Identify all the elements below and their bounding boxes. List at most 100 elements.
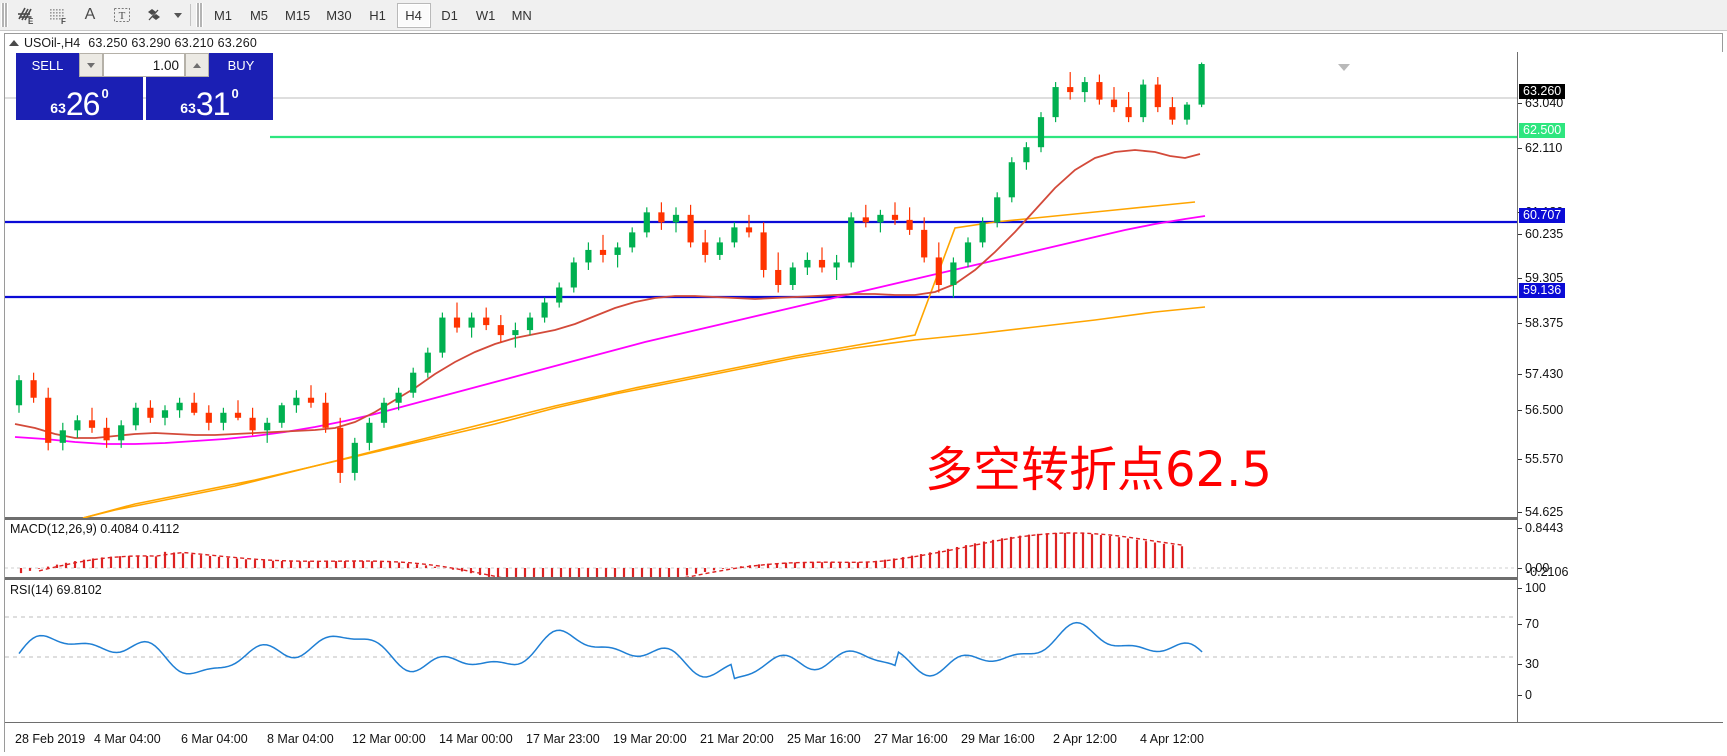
candle-body xyxy=(468,317,475,328)
macd-tick-label: -0.2106 xyxy=(1526,565,1569,579)
chart-ohlc-label: 63.250 63.290 63.210 63.260 xyxy=(88,36,258,50)
price-tick-label: 59.305 xyxy=(1525,271,1564,285)
candle-body xyxy=(935,257,942,285)
candle-body xyxy=(716,242,723,255)
candle-body xyxy=(351,442,358,473)
timeframe-h4[interactable]: H4 xyxy=(396,2,431,28)
timeframe-m5[interactable]: M5 xyxy=(249,7,269,23)
text-object-icon[interactable]: T xyxy=(106,2,138,28)
candle-body xyxy=(964,242,972,263)
timeframe-h1[interactable]: H1 xyxy=(369,7,386,23)
price-pane[interactable]: 多空转折点62.5 xyxy=(5,52,1517,518)
candle-body xyxy=(176,402,183,411)
sell-button[interactable]: SELL xyxy=(16,53,79,77)
candle-body xyxy=(88,420,96,428)
candle-body xyxy=(380,402,388,423)
candle-body xyxy=(1110,99,1118,108)
price-tick: 59.305 xyxy=(1518,271,1563,285)
time-label: 4 Apr 12:00 xyxy=(1140,732,1204,746)
candle-body xyxy=(672,214,680,223)
candle-body xyxy=(1154,84,1161,108)
candle-body xyxy=(789,267,796,285)
timeframe-w1[interactable]: W1 xyxy=(475,7,496,23)
candle-body xyxy=(161,410,169,418)
timeframe-d1[interactable]: D1 xyxy=(441,7,458,23)
sell-price-display[interactable]: 63 26 0 xyxy=(16,77,143,120)
timeframe-grip[interactable] xyxy=(196,3,203,27)
candle-body xyxy=(1096,82,1103,100)
price-scale[interactable]: 63.040 62.110 61.180 60.235 59.305 58.37… xyxy=(1517,52,1723,722)
candle-body xyxy=(1008,162,1015,198)
timeframe-m30[interactable]: M30 xyxy=(326,7,352,23)
chart-window: USOil-,H4 63.250 63.290 63.210 63.260 xyxy=(4,33,1723,752)
price-tick-label: 57.430 xyxy=(1525,367,1564,381)
candle-body xyxy=(337,427,344,473)
time-label: 14 Mar 00:00 xyxy=(439,732,513,746)
time-scale[interactable]: 28 Feb 2019 4 Mar 04:00 6 Mar 04:00 8 Ma… xyxy=(5,722,1723,752)
candle-body xyxy=(1198,64,1205,105)
svg-text:T: T xyxy=(119,10,126,22)
volume-input[interactable]: 1.00 xyxy=(103,53,185,77)
rsi-tick-label: 70 xyxy=(1525,617,1539,631)
price-tick: 58.375 xyxy=(1518,316,1563,330)
candle-body xyxy=(483,317,490,326)
one-click-trading-panel[interactable]: SELL 1.00 BUY 63 26 0 63 31 0 xyxy=(16,53,273,120)
blue-level-tag-2[interactable]: 59.136 xyxy=(1519,283,1566,298)
timeframe-m1[interactable]: M1 xyxy=(213,7,233,23)
buy-button[interactable]: BUY xyxy=(209,53,273,77)
macd-tick: -0.2106 xyxy=(1518,565,1568,579)
candle-body xyxy=(220,412,227,423)
candle-body xyxy=(848,217,855,263)
price-tick: 54.625 xyxy=(1518,505,1563,519)
price-tick-label: 63.040 xyxy=(1525,96,1564,110)
candle-body xyxy=(629,232,636,248)
candle-body xyxy=(293,397,300,406)
objects-dropdown-icon[interactable] xyxy=(170,2,186,28)
candle-body xyxy=(497,325,504,336)
candle-body xyxy=(395,392,402,403)
macd-pane[interactable]: MACD(12,26,9) 0.4084 0.4112 xyxy=(5,520,1517,577)
macd-tick-label: 0.00 xyxy=(1525,561,1550,575)
collapse-triangle-icon[interactable] xyxy=(9,40,19,46)
candle-body xyxy=(249,417,256,431)
chart-annotation-text[interactable]: 多空转折点62.5 xyxy=(925,442,1272,498)
candle-body xyxy=(1052,87,1059,118)
macd-label: MACD(12,26,9) 0.4084 0.4112 xyxy=(10,522,180,536)
text-label-icon[interactable]: A xyxy=(84,6,96,23)
toolbar-grip[interactable] xyxy=(1,3,8,27)
candle-body xyxy=(877,214,884,223)
rsi-line-chart xyxy=(5,616,1517,680)
pane-separator-macd[interactable] xyxy=(5,518,1517,520)
rsi-tick-label: 0 xyxy=(1525,688,1532,702)
buy-price-fraction: 0 xyxy=(231,86,239,101)
last-price-tag: 63.260 xyxy=(1519,84,1566,99)
green-level-tag[interactable]: 62.500 xyxy=(1519,123,1566,138)
volume-decrease-button[interactable] xyxy=(79,53,103,77)
candle-body xyxy=(74,420,81,431)
blue-level-tag-1[interactable]: 60.707 xyxy=(1519,208,1566,223)
rsi-tick-label: 30 xyxy=(1525,657,1539,671)
rsi-tick: 0 xyxy=(1518,688,1532,702)
candle-body xyxy=(147,407,154,418)
candle-body xyxy=(30,380,37,398)
timeframe-mn[interactable]: MN xyxy=(511,7,532,23)
price-tick: 62.110 xyxy=(1518,141,1562,155)
oct-price-row: 63 26 0 63 31 0 xyxy=(16,77,273,120)
candle-body xyxy=(570,262,577,288)
candle-body xyxy=(307,397,315,403)
expert-advisor-icon[interactable]: E xyxy=(10,2,42,28)
pane-separator-rsi[interactable] xyxy=(5,577,1517,579)
objects-icon[interactable] xyxy=(138,2,170,28)
candle-body xyxy=(950,262,957,285)
buy-price-display[interactable]: 63 31 0 xyxy=(146,77,273,120)
candle-body xyxy=(818,259,826,268)
volume-increase-button[interactable] xyxy=(185,53,209,77)
ma-magenta-line xyxy=(14,215,1206,445)
rsi-pane[interactable]: RSI(14) 69.8102 xyxy=(5,579,1517,722)
candle-body xyxy=(1183,104,1191,120)
time-label: 6 Mar 04:00 xyxy=(181,732,248,746)
candle-body xyxy=(205,412,212,423)
chart-symbol-label: USOil-,H4 xyxy=(24,36,81,50)
grid-indicator-icon[interactable]: F xyxy=(42,2,74,28)
timeframe-m15[interactable]: M15 xyxy=(285,7,311,23)
